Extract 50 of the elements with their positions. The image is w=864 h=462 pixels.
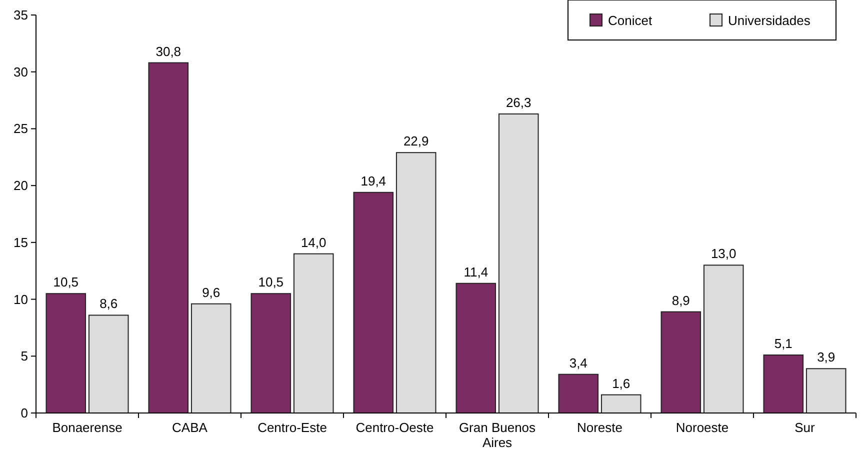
- bar: [600, 394, 642, 414]
- y-tick-label: 10: [14, 292, 28, 307]
- y-tick-label: 15: [14, 234, 28, 250]
- data-label: 26,3: [506, 94, 532, 110]
- data-label: 10,5: [258, 274, 284, 290]
- legend-label: Universidades: [728, 13, 811, 28]
- y-tick-label: 5: [20, 348, 28, 364]
- bar: [190, 303, 232, 414]
- data-label: 8,6: [100, 296, 118, 312]
- bar: [46, 293, 86, 414]
- bar: [498, 113, 539, 414]
- x-tick-label: Noroeste: [676, 420, 729, 435]
- bar: [703, 264, 744, 414]
- data-label: 11,4: [464, 264, 488, 280]
- bar: [763, 354, 804, 414]
- y-tick-label: 25: [14, 121, 28, 136]
- data-label: 13,0: [710, 246, 736, 262]
- data-label: 3,4: [569, 355, 588, 370]
- x-tick-label: CABA: [172, 420, 208, 435]
- x-tick-label: Bonaerense: [52, 420, 122, 435]
- data-label: 5,1: [774, 336, 792, 352]
- data-label: 10,5: [53, 274, 79, 290]
- x-tick-label: Centro-Este: [258, 420, 327, 435]
- bar: [293, 253, 334, 414]
- bar: [353, 192, 394, 414]
- y-tick-label: 20: [14, 178, 28, 194]
- legend-label: Conicet: [608, 13, 652, 28]
- bar: [396, 152, 436, 414]
- bar: [806, 368, 846, 414]
- x-tick-label: Noreste: [576, 420, 623, 435]
- data-label: 30,8: [156, 44, 182, 59]
- y-tick-label: 0: [20, 406, 28, 420]
- data-label: 3,9: [817, 350, 836, 365]
- bar: [250, 293, 292, 414]
- data-label: 8,9: [672, 292, 690, 308]
- y-tick-label: 30: [14, 64, 28, 80]
- bar: [456, 282, 496, 414]
- x-tick-label: Gran Buenos Aires: [458, 420, 536, 450]
- bar: [148, 62, 189, 414]
- x-tick-label: Sur: [794, 420, 816, 435]
- data-label: 1,6: [612, 376, 630, 391]
- data-label: 14,0: [300, 234, 326, 250]
- data-label: 19,4: [360, 173, 386, 188]
- bar: [660, 311, 702, 414]
- data-label: 9,6: [202, 284, 220, 300]
- data-label: 22,9: [403, 134, 429, 149]
- bar: [88, 314, 129, 414]
- bar: [558, 374, 599, 414]
- x-tick-label: Centro-Oeste: [356, 420, 434, 435]
- y-tick-label: 35: [14, 8, 28, 22]
